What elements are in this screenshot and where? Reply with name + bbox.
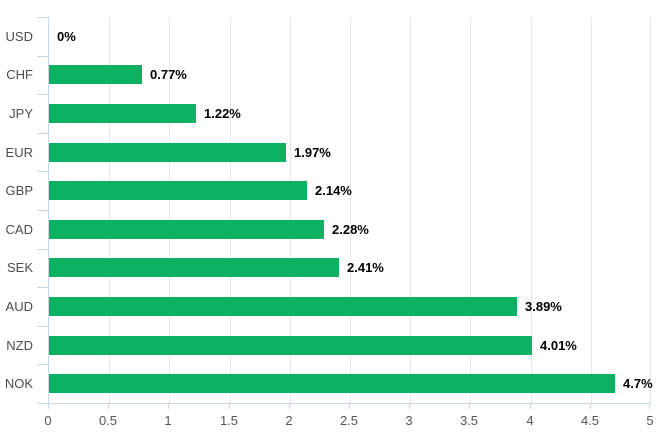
gridline	[230, 17, 231, 403]
y-axis-tick	[37, 287, 48, 288]
gridline	[350, 17, 351, 403]
category-label-cad: CAD	[5, 222, 33, 237]
y-axis-tick	[37, 171, 48, 172]
x-axis-tick	[168, 404, 169, 409]
y-axis-tick	[37, 364, 48, 365]
y-axis-tick	[37, 94, 48, 95]
x-axis-label: 3.5	[459, 413, 479, 428]
y-axis-tick	[37, 210, 48, 211]
bar-nzd[interactable]	[49, 336, 532, 355]
x-axis-label: 3	[405, 413, 413, 428]
category-label-nok: NOK	[4, 376, 33, 391]
gridline	[169, 17, 170, 403]
data-label-nzd: 4.01%	[540, 338, 577, 353]
x-axis-label: 1.5	[219, 413, 239, 428]
bar-sek[interactable]	[49, 258, 339, 277]
x-axis-label: 0	[44, 413, 52, 428]
x-axis-label: 2.5	[339, 413, 359, 428]
data-label-usd: 0%	[57, 29, 76, 44]
x-axis-label: 5	[646, 413, 654, 428]
gridline	[650, 17, 651, 403]
bar-nok[interactable]	[49, 374, 615, 393]
data-label-jpy: 1.22%	[204, 106, 241, 121]
category-label-aud: AUD	[5, 299, 33, 314]
x-axis-tick	[289, 404, 290, 409]
x-axis-label: 4.5	[580, 413, 600, 428]
category-label-nzd: NZD	[6, 338, 33, 353]
x-axis-label: 2	[285, 413, 293, 428]
data-label-aud: 3.89%	[525, 299, 562, 314]
x-axis-label: 0.5	[98, 413, 118, 428]
category-label-eur: EUR	[5, 145, 33, 160]
data-label-cad: 2.28%	[332, 222, 369, 237]
category-label-chf: CHF	[6, 67, 33, 82]
y-axis-tick	[37, 249, 48, 250]
bar-eur[interactable]	[49, 143, 286, 162]
y-axis-tick	[37, 56, 48, 57]
x-axis-tick	[590, 404, 591, 409]
data-label-sek: 2.41%	[347, 260, 384, 275]
gridline	[531, 17, 532, 403]
x-axis-tick	[349, 404, 350, 409]
x-axis-tick	[649, 404, 650, 409]
bar-gbp[interactable]	[49, 181, 307, 200]
x-axis-label: 1	[164, 413, 172, 428]
x-axis-tick	[48, 404, 49, 409]
data-label-chf: 0.77%	[150, 67, 187, 82]
plot-area: 0% 0.77% 1.22% 1.97% 2.14% 2.28% 2.41% 3.89% 4.0…	[48, 17, 653, 404]
data-label-nok: 4.7%	[623, 376, 653, 391]
y-axis-tick	[37, 326, 48, 327]
gridline	[591, 17, 592, 403]
y-axis-tick	[37, 403, 48, 404]
gridline	[470, 17, 471, 403]
gridline	[290, 17, 291, 403]
x-axis-tick	[469, 404, 470, 409]
category-label-sek: SEK	[6, 260, 33, 275]
x-axis-tick	[530, 404, 531, 409]
data-label-eur: 1.97%	[294, 145, 331, 160]
x-axis-label: 4	[526, 413, 534, 428]
data-label-gbp: 2.14%	[315, 183, 352, 198]
x-axis-tick	[409, 404, 410, 409]
category-label-usd: USD	[5, 29, 33, 44]
bar-cad[interactable]	[49, 220, 324, 239]
x-axis-tick	[229, 404, 230, 409]
bar-aud[interactable]	[49, 297, 517, 316]
bar-chf[interactable]	[49, 65, 142, 84]
gridline	[109, 17, 110, 403]
category-label-gbp: GBP	[5, 183, 33, 198]
y-axis-tick	[37, 17, 48, 18]
x-axis-tick	[108, 404, 109, 409]
gridline	[410, 17, 411, 403]
y-axis-tick	[37, 133, 48, 134]
bar-jpy[interactable]	[49, 104, 196, 123]
category-label-jpy: JPY	[9, 106, 33, 121]
